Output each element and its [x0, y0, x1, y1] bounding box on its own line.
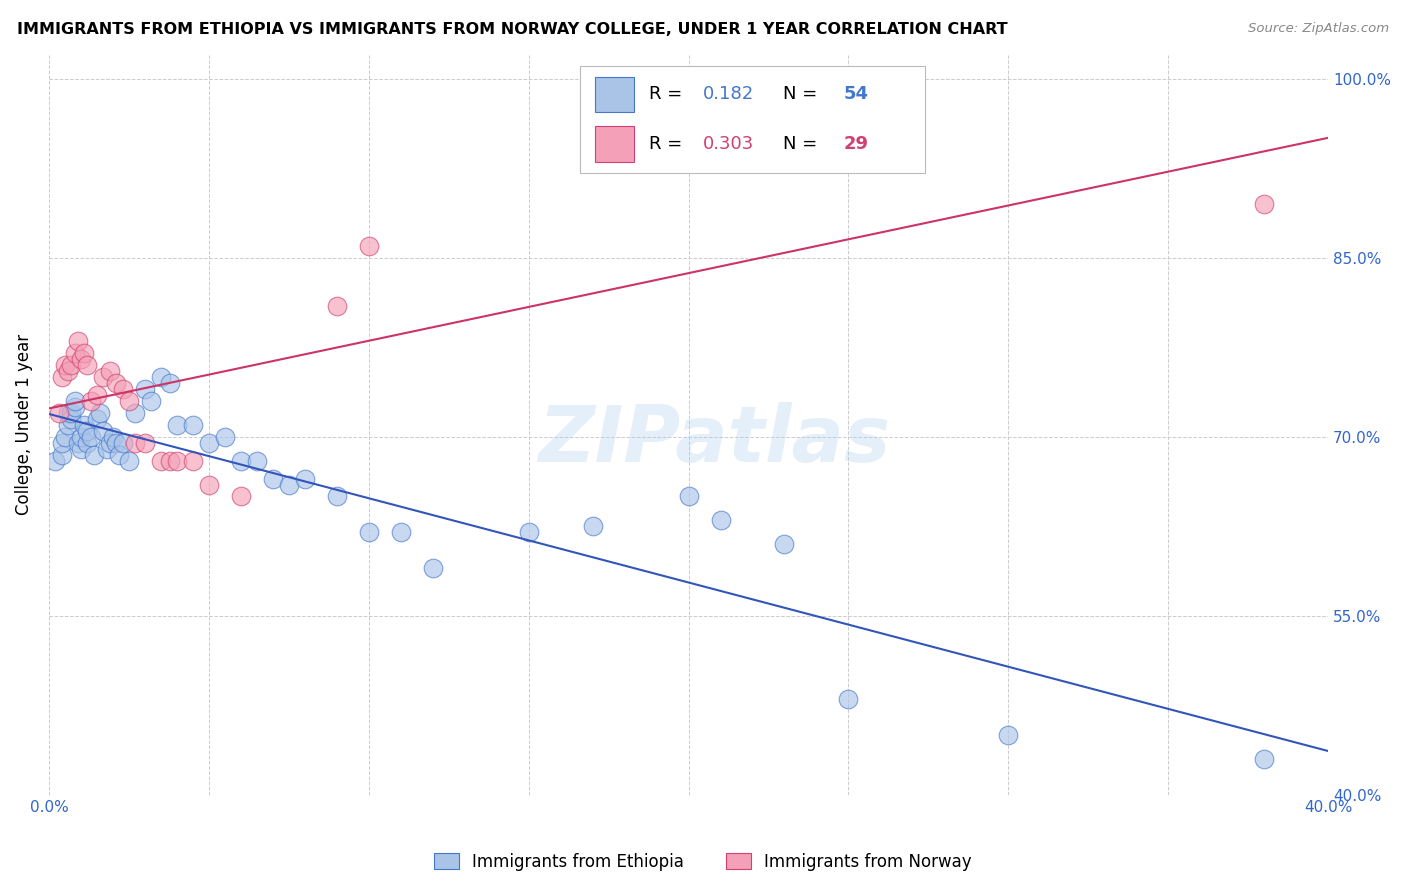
Point — [70, 430, 93, 444]
Point — [86, 388, 108, 402]
Point — [422, 561, 444, 575]
Legend: Immigrants from Ethiopia, Immigrants from Norway: Immigrants from Ethiopia, Immigrants fro… — [426, 845, 980, 880]
Point — [118, 394, 141, 409]
Text: N =: N = — [783, 135, 824, 153]
Point — [837, 692, 859, 706]
Point — [214, 430, 236, 444]
Point — [70, 352, 93, 367]
Point — [51, 448, 73, 462]
Point — [124, 435, 146, 450]
Point — [79, 394, 101, 409]
Text: ZIPatlas: ZIPatlas — [538, 401, 890, 478]
Point — [678, 108, 700, 122]
Point — [141, 394, 163, 409]
Point — [89, 406, 111, 420]
Point — [66, 435, 89, 450]
Point — [108, 448, 131, 462]
Point — [98, 435, 121, 450]
Point — [678, 490, 700, 504]
Point — [73, 346, 96, 360]
Point — [53, 359, 76, 373]
Point — [111, 435, 134, 450]
Point — [294, 472, 316, 486]
Point — [98, 364, 121, 378]
Point — [44, 453, 66, 467]
Point — [773, 537, 796, 551]
Point — [134, 382, 156, 396]
Point — [389, 525, 412, 540]
Y-axis label: College, Under 1 year: College, Under 1 year — [15, 334, 32, 516]
Point — [181, 417, 204, 432]
Point — [63, 394, 86, 409]
Point — [357, 239, 380, 253]
Point — [246, 453, 269, 467]
Text: 0.303: 0.303 — [703, 135, 754, 153]
Point — [181, 453, 204, 467]
Point — [60, 359, 83, 373]
Text: 0.182: 0.182 — [703, 86, 754, 103]
Point — [63, 346, 86, 360]
Point — [166, 417, 188, 432]
Point — [56, 406, 79, 420]
Point — [79, 430, 101, 444]
Point — [48, 406, 70, 420]
Point — [66, 334, 89, 349]
Point — [70, 442, 93, 456]
Point — [56, 364, 79, 378]
Text: R =: R = — [650, 86, 688, 103]
Point — [86, 412, 108, 426]
Point — [60, 406, 83, 420]
Point — [56, 417, 79, 432]
Point — [91, 370, 114, 384]
Point — [517, 525, 540, 540]
Text: N =: N = — [783, 86, 824, 103]
Point — [229, 453, 252, 467]
Point — [105, 376, 128, 391]
Point — [357, 525, 380, 540]
Point — [149, 370, 172, 384]
Point — [326, 299, 349, 313]
Point — [277, 477, 299, 491]
Point — [198, 435, 221, 450]
Point — [159, 453, 181, 467]
Text: 29: 29 — [844, 135, 869, 153]
Point — [63, 400, 86, 414]
Point — [159, 376, 181, 391]
Point — [105, 435, 128, 450]
Text: IMMIGRANTS FROM ETHIOPIA VS IMMIGRANTS FROM NORWAY COLLEGE, UNDER 1 YEAR CORRELA: IMMIGRANTS FROM ETHIOPIA VS IMMIGRANTS F… — [17, 22, 1008, 37]
Point — [83, 448, 105, 462]
Point — [51, 370, 73, 384]
Point — [229, 490, 252, 504]
Point — [166, 453, 188, 467]
Point — [997, 728, 1019, 742]
Point — [149, 453, 172, 467]
Point — [581, 519, 603, 533]
Point — [53, 430, 76, 444]
Text: Source: ZipAtlas.com: Source: ZipAtlas.com — [1249, 22, 1389, 36]
Text: 54: 54 — [844, 86, 869, 103]
Point — [1253, 197, 1275, 211]
Point — [73, 417, 96, 432]
Point — [262, 472, 284, 486]
Point — [118, 453, 141, 467]
Bar — [579, 66, 925, 173]
Point — [101, 430, 124, 444]
Point — [709, 513, 731, 527]
Point — [60, 412, 83, 426]
Point — [1253, 752, 1275, 766]
Point — [326, 490, 349, 504]
Point — [76, 435, 98, 450]
Point — [76, 359, 98, 373]
Text: R =: R = — [650, 135, 688, 153]
Point — [111, 382, 134, 396]
Point — [91, 424, 114, 438]
Point — [134, 435, 156, 450]
Point — [76, 424, 98, 438]
Point — [96, 442, 118, 456]
Point — [198, 477, 221, 491]
Point — [51, 435, 73, 450]
Point — [124, 406, 146, 420]
Bar — [595, 126, 634, 161]
Bar — [595, 77, 634, 112]
